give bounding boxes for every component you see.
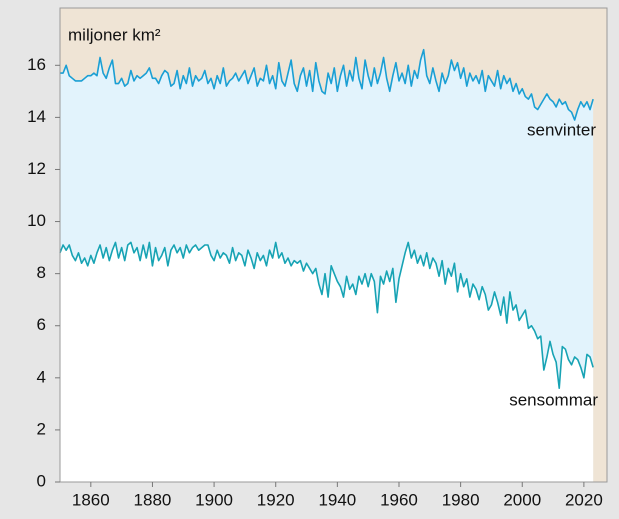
x-tick-label: 1960 xyxy=(380,490,418,509)
annotation: senvinter xyxy=(527,120,596,139)
x-tick-label: 1880 xyxy=(134,490,172,509)
y-tick-label: 4 xyxy=(37,367,46,386)
y-axis-label: miljoner km² xyxy=(68,25,161,44)
y-tick-label: 0 xyxy=(37,471,46,490)
x-tick-label: 1920 xyxy=(257,490,295,509)
y-tick-label: 8 xyxy=(37,263,46,282)
x-tick-label: 1980 xyxy=(442,490,480,509)
x-tick-label: 2020 xyxy=(565,490,603,509)
y-tick-label: 12 xyxy=(27,159,46,178)
x-tick-label: 1900 xyxy=(195,490,233,509)
x-tick-label: 1860 xyxy=(72,490,110,509)
plot-area xyxy=(55,7,608,487)
area xyxy=(60,242,594,482)
line xyxy=(60,48,594,121)
x-tick-label: 2000 xyxy=(503,490,541,509)
line xyxy=(59,241,594,390)
plot-frame xyxy=(59,7,608,483)
y-tick-label: 2 xyxy=(37,419,46,438)
y-tick-label: 14 xyxy=(27,107,46,126)
x-tick-label: 1940 xyxy=(318,490,356,509)
y-tick-label: 10 xyxy=(27,211,46,230)
y-tick-label: 16 xyxy=(27,55,46,74)
y-tick-label: 6 xyxy=(37,315,46,334)
annotation: sensommar xyxy=(509,390,598,409)
